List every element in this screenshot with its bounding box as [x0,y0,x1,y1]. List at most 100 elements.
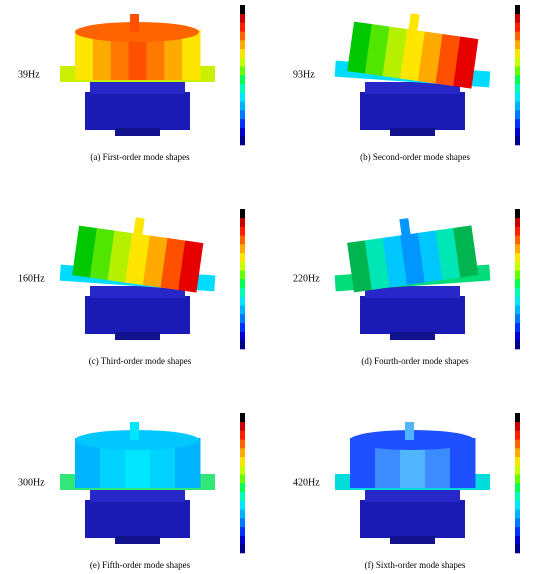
colorbar-segment [515,518,520,528]
base-block [360,500,465,538]
colorbar-segment [515,22,520,32]
colorbar-segment [240,136,245,146]
colorbar-segment [240,491,245,501]
colorbar-segment [240,83,245,93]
colorbar-segment [240,331,245,341]
colorbar-segment [515,448,520,458]
colorbar-segment [515,48,520,58]
base-upper [90,490,185,502]
colorbar-segment [240,535,245,545]
colorbar-segment [515,500,520,510]
colorbar-segment [515,127,520,137]
colorbar [515,209,520,350]
colorbar-segment [515,526,520,536]
drum-band [453,225,479,278]
colorbar-segment [240,296,245,306]
drum [347,13,479,89]
drum-band [125,233,151,286]
colorbar-segment [240,110,245,120]
mode-panel: 160Hz (c) Third-order mode shapes [18,209,245,366]
shaft [405,422,414,440]
colorbar-segment [515,483,520,493]
colorbar-segment [515,314,520,324]
mode-panel: 300Hz (e) Fifth-order mode shapes [18,413,245,570]
colorbar-segment [240,92,245,102]
colorbar-segment [515,421,520,431]
drum [347,218,479,293]
colorbar-segment [240,456,245,466]
panel-caption: (d) Fourth-order mode shapes [361,356,469,366]
colorbar-segment [240,261,245,271]
colorbar [515,5,520,146]
colorbar-segment [515,261,520,271]
colorbar-segment [240,340,245,350]
colorbar-segment [515,465,520,475]
drum [350,422,476,488]
colorbar-segment [240,252,245,262]
colorbar-segment [515,331,520,341]
colorbar-segment [515,101,520,111]
shaft [130,422,139,440]
colorbar-segment [240,31,245,41]
colorbar-segment [515,305,520,315]
mode-panel: 220Hz (d) Fourth-order mode shapes [293,209,520,366]
base-foot [115,536,160,544]
base-upper [365,286,460,298]
drum [72,217,204,293]
colorbar-segment [240,5,245,15]
colorbar-segment [240,518,245,528]
base-foot [390,332,435,340]
colorbar-segment [240,40,245,50]
frequency-label: 300Hz [18,477,45,488]
colorbar-segment [240,279,245,289]
colorbar-segment [515,5,520,15]
colorbar-segment [240,474,245,484]
drum-band [146,30,165,80]
colorbar-segment [240,226,245,236]
shaft [130,14,139,32]
base-block [85,92,190,130]
colorbar-segment [240,509,245,519]
colorbar-segment [515,57,520,67]
colorbar-segment [240,439,245,449]
colorbar-segment [240,101,245,111]
colorbar-segment [515,136,520,146]
drum-band [417,31,443,84]
colorbar-segment [515,439,520,449]
drum-band [400,29,426,82]
drum [75,14,201,80]
colorbar-segment [240,75,245,85]
base-foot [390,128,435,136]
drum-band [417,230,443,283]
colorbar-segment [515,270,520,280]
drum-band [347,240,373,293]
drum-band [400,232,426,285]
colorbar-segment [515,209,520,219]
colorbar-segment [515,296,520,306]
base-block [360,92,465,130]
colorbar-segment [515,491,520,501]
drum-band [435,34,461,87]
colorbar [240,413,245,554]
colorbar-segment [515,456,520,466]
colorbar-segment [240,314,245,324]
drum-band [110,30,130,80]
colorbar-segment [515,75,520,85]
panel-caption: (a) First-order mode shapes [90,152,190,162]
mode-panel: 420Hz (f) Sixth-order mode shapes [293,413,520,570]
colorbar-segment [240,421,245,431]
colorbar-segment [240,48,245,58]
colorbar [515,413,520,554]
colorbar-segment [240,270,245,280]
base-upper [365,82,460,94]
colorbar-segment [515,509,520,519]
drum-band [75,30,94,80]
colorbar-segment [515,279,520,289]
drum-band [382,26,408,79]
colorbar-segment [515,413,520,423]
base-upper [90,286,185,298]
base-block [85,296,190,334]
drum-band [178,240,204,293]
colorbar-segment [240,526,245,536]
colorbar-segment [240,217,245,227]
